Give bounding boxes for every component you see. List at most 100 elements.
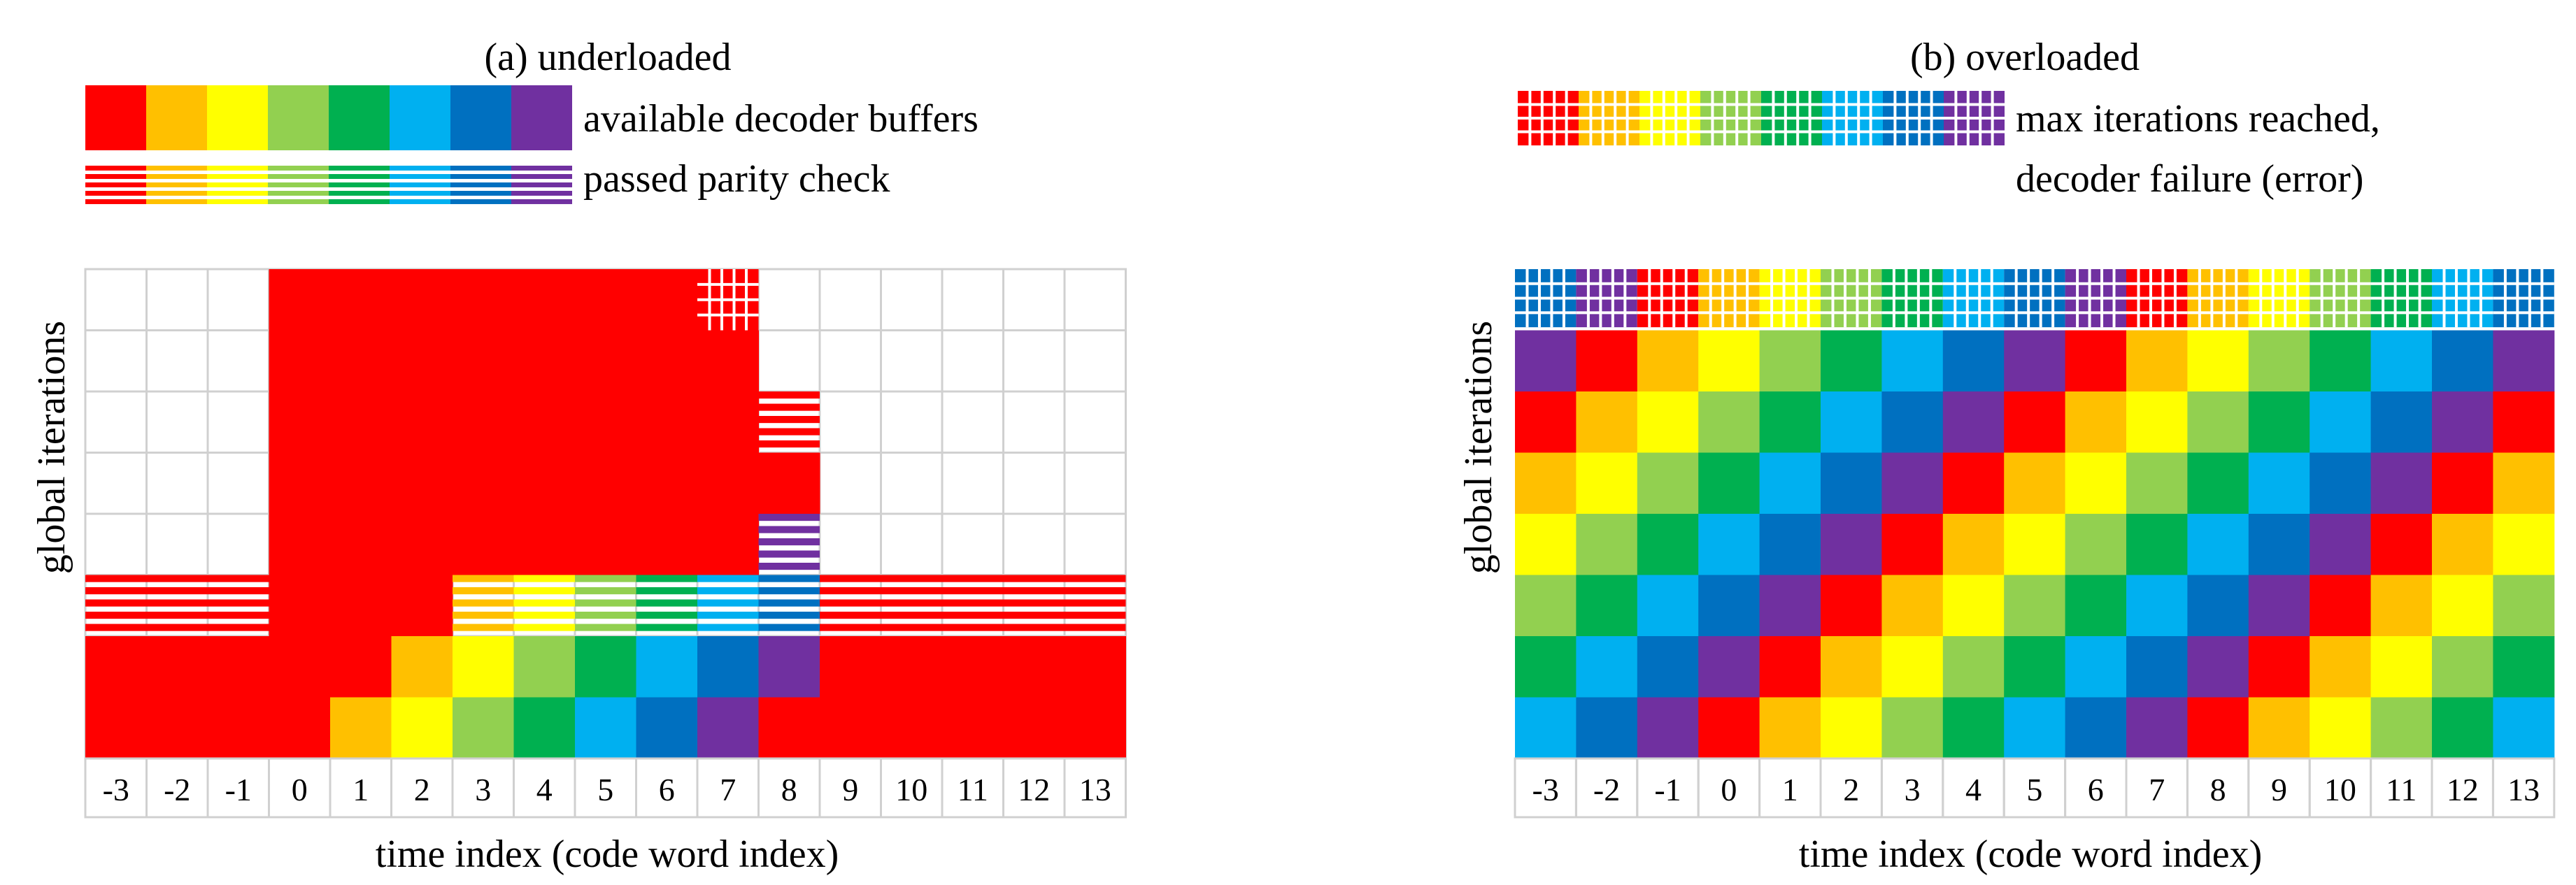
panel-b: (b) overloaded max iterations reached, d… bbox=[1457, 36, 2556, 876]
cell-active bbox=[2370, 636, 2433, 698]
cell-active bbox=[636, 514, 698, 575]
cell-grid bbox=[145, 452, 209, 515]
cell-active bbox=[1065, 697, 1126, 759]
cell-active bbox=[330, 636, 392, 698]
legend-failure-purple bbox=[1944, 91, 2005, 145]
cell-active bbox=[1759, 452, 1821, 515]
legend-swatch-cyan bbox=[390, 85, 450, 150]
legend-failure-cyan bbox=[1822, 91, 1883, 145]
cell-active bbox=[391, 330, 453, 392]
panel-b-ylabel: global iterations bbox=[1457, 321, 1500, 574]
cell-active bbox=[2126, 452, 2188, 515]
cell-grid bbox=[145, 390, 209, 454]
cell-active bbox=[758, 452, 820, 515]
cell-failed bbox=[2187, 269, 2249, 328]
cell-active bbox=[942, 697, 1004, 759]
cell-active bbox=[1698, 452, 1760, 515]
cell-grid bbox=[941, 452, 1004, 515]
cell-active bbox=[2370, 330, 2433, 392]
cell-active bbox=[2004, 697, 2066, 759]
cell-active bbox=[453, 697, 514, 759]
legend-stripe-cyan bbox=[390, 166, 450, 204]
cell-active bbox=[2187, 575, 2249, 637]
cell-active bbox=[2370, 452, 2433, 515]
cell-active bbox=[2126, 391, 2188, 453]
cell-active bbox=[2004, 452, 2066, 515]
tick-label: 4 bbox=[536, 772, 553, 807]
cell-active bbox=[453, 636, 514, 698]
cell-active bbox=[1821, 575, 1882, 637]
cell-failed bbox=[2248, 269, 2310, 328]
cell-active bbox=[1576, 636, 1638, 698]
cell-failed bbox=[1576, 269, 1637, 328]
legend-failure-lightgreen bbox=[1700, 91, 1761, 145]
cell-passed bbox=[453, 575, 514, 631]
panel-a-ylabel: global iterations bbox=[30, 321, 73, 574]
cell-active bbox=[636, 330, 698, 392]
tick-label: 1 bbox=[1782, 772, 1798, 807]
cell-active bbox=[1881, 514, 1944, 575]
cell-active bbox=[1942, 514, 2005, 575]
cell-grid bbox=[757, 268, 821, 331]
cell-grid bbox=[84, 268, 148, 331]
panel-a-legend bbox=[85, 85, 572, 204]
cell-active bbox=[881, 636, 943, 698]
cell-grid bbox=[1063, 512, 1127, 576]
cell-grid bbox=[1063, 329, 1127, 393]
cell-passed bbox=[758, 391, 820, 448]
cell-active bbox=[1759, 391, 1821, 453]
tick-label: 11 bbox=[2386, 772, 2417, 807]
cell-active bbox=[391, 697, 453, 759]
cell-grid bbox=[84, 329, 148, 393]
cell-failed bbox=[2065, 269, 2126, 328]
cell-grid bbox=[84, 390, 148, 454]
panel-a-ticks: -3 -2 -1 0 1 2 3 4 5 6 7 8 9 10 11 12 13 bbox=[84, 757, 1127, 819]
cell-active bbox=[2248, 697, 2310, 759]
cell-active bbox=[820, 697, 881, 759]
cell-active bbox=[146, 636, 208, 698]
cell-active bbox=[575, 697, 636, 759]
cell-grid bbox=[1063, 452, 1127, 515]
cell-active bbox=[269, 636, 331, 698]
cell-active bbox=[1698, 575, 1760, 637]
cell-passed bbox=[758, 514, 820, 570]
cell-active bbox=[2493, 391, 2555, 453]
cell-failed bbox=[2004, 269, 2065, 328]
cell-grid bbox=[880, 268, 944, 331]
cell-active bbox=[2126, 514, 2188, 575]
cell-passed bbox=[942, 575, 1004, 631]
cell-active bbox=[1881, 697, 1944, 759]
cell-active bbox=[146, 697, 208, 759]
cell-active bbox=[513, 636, 576, 698]
tick-label: 2 bbox=[1843, 772, 1859, 807]
cell-grid bbox=[818, 390, 882, 454]
cell-active bbox=[575, 330, 636, 392]
cell-passed bbox=[881, 575, 942, 631]
cell-active bbox=[1821, 697, 1882, 759]
cell-active bbox=[1637, 391, 1699, 453]
panel-b-title: (b) overloaded bbox=[1910, 36, 2140, 79]
legend-swatch-orange bbox=[146, 85, 207, 150]
cell-active bbox=[1698, 636, 1760, 698]
cell-active bbox=[2432, 636, 2493, 698]
cell-active bbox=[1576, 575, 1638, 637]
tick-label: 13 bbox=[1079, 772, 1111, 807]
cell-active bbox=[1576, 514, 1638, 575]
cell-grid bbox=[145, 268, 209, 331]
legend-available-label: available decoder buffers bbox=[583, 97, 979, 141]
cell-active bbox=[208, 697, 269, 759]
cell-active bbox=[513, 697, 576, 759]
tick-label: 10 bbox=[2324, 772, 2356, 807]
cell-grid bbox=[1002, 512, 1066, 576]
legend-failure-yellow bbox=[1639, 91, 1700, 145]
cell-grid bbox=[880, 452, 944, 515]
tick-label: -3 bbox=[1532, 772, 1559, 807]
panel-b-xlabel: time index (code word index) bbox=[1799, 833, 2262, 876]
cell-active bbox=[1576, 391, 1638, 453]
cell-active bbox=[2310, 391, 2372, 453]
cell-active bbox=[2126, 330, 2188, 392]
cell-passed bbox=[697, 575, 759, 631]
cell-grid bbox=[941, 512, 1004, 576]
cell-active bbox=[697, 697, 759, 759]
